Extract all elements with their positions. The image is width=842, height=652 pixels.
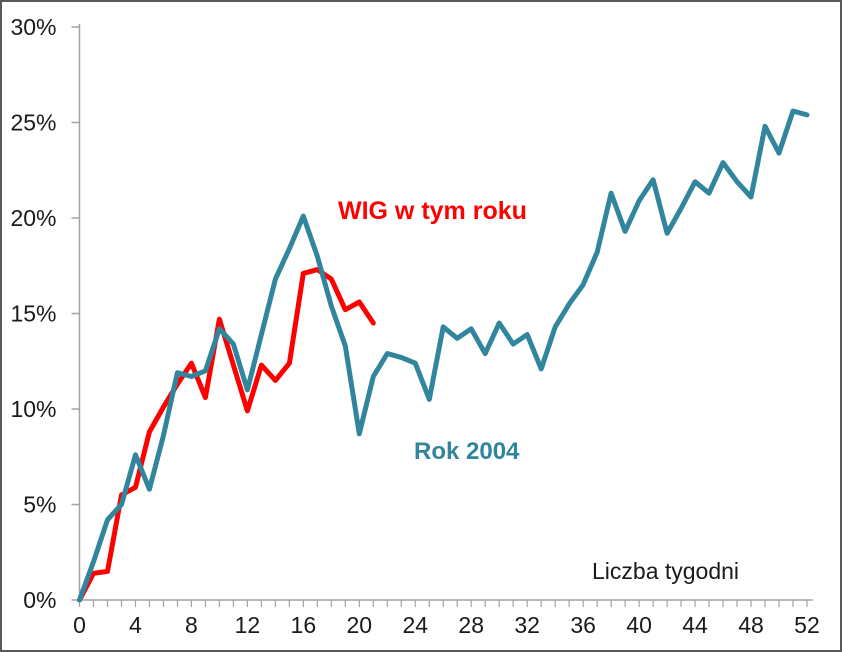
y-tick-label: 20% (10, 205, 56, 231)
x-tick-label: 8 (185, 612, 198, 638)
y-tick-label: 10% (10, 396, 56, 422)
x-tick-label: 48 (738, 612, 764, 638)
series-line-rok-2004 (77, 108, 810, 603)
x-tick-label: 40 (626, 612, 652, 638)
x-tick-label: 36 (570, 612, 596, 638)
series-label-rok-2004: Rok 2004 (414, 438, 520, 465)
y-tick-label: 5% (23, 492, 56, 518)
x-tick-label: 44 (682, 612, 708, 638)
y-tick-label: 25% (10, 110, 56, 136)
x-tick-label: 16 (291, 612, 317, 638)
x-tick-label: 28 (458, 612, 484, 638)
y-tick-label: 30% (10, 14, 56, 40)
x-tick-label: 4 (129, 612, 142, 638)
x-tick-label: 52 (794, 612, 820, 638)
x-tick-label: 32 (514, 612, 540, 638)
x-tick-label: 0 (73, 612, 86, 638)
series-label-wig-w-tym-roku: WIG w tym roku (338, 197, 527, 225)
x-tick-label: 20 (347, 612, 373, 638)
y-tick-label: 0% (23, 587, 56, 613)
y-tick-label: 15% (10, 301, 56, 327)
x-tick-label: 24 (402, 612, 428, 638)
series-line-wig-w-tym-roku (77, 267, 376, 603)
x-tick-label: 12 (235, 612, 261, 638)
x-axis-caption: Liczba tygodni (592, 558, 739, 584)
